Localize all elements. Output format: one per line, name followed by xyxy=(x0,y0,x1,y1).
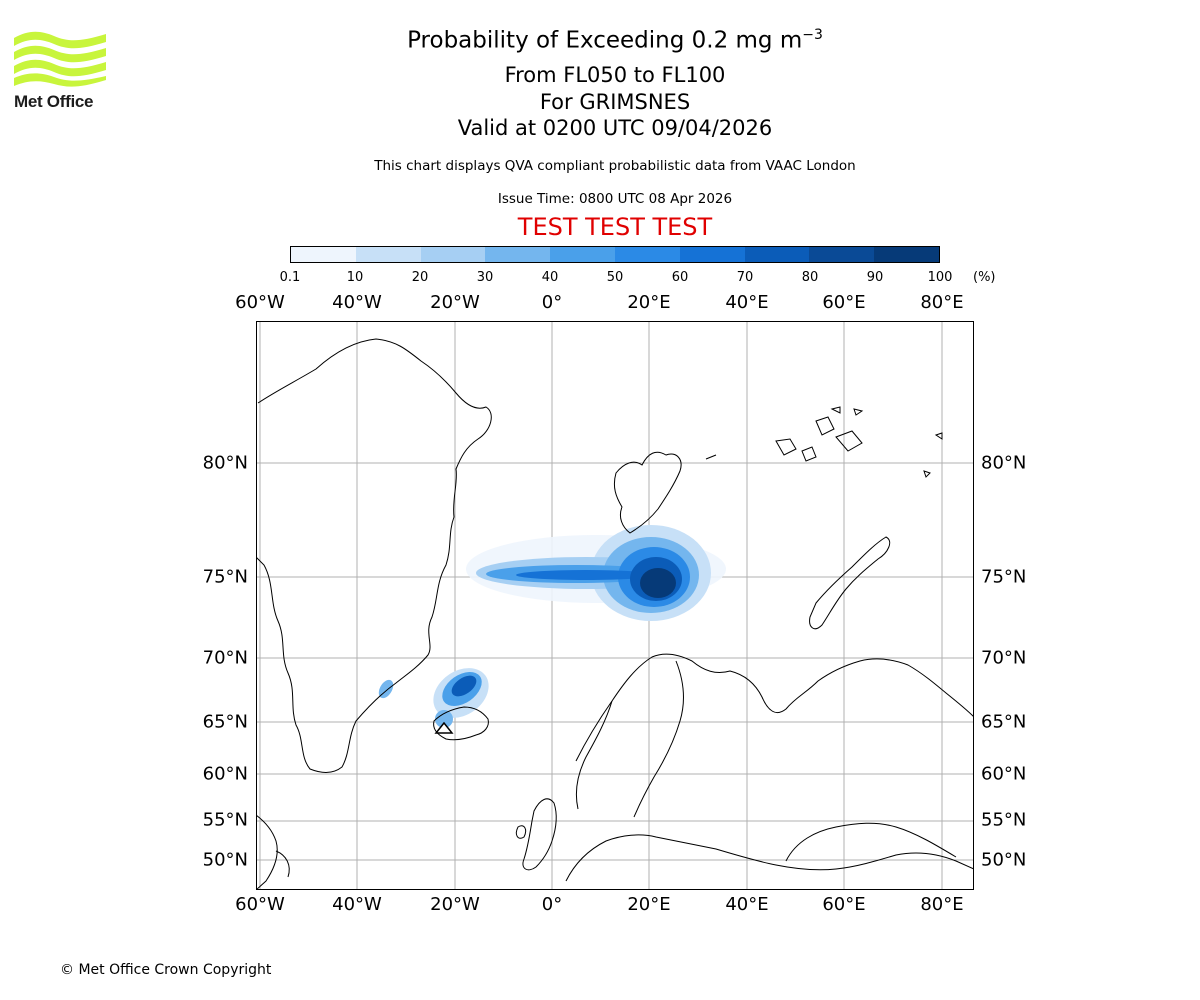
longitude-tick: 60°W xyxy=(235,292,285,313)
colorbar-label: 70 xyxy=(736,270,754,285)
colorbar-segment xyxy=(550,247,615,262)
longitude-tick: 80°E xyxy=(920,894,964,915)
longitude-tick: 20°E xyxy=(627,894,671,915)
longitude-tick: 20°W xyxy=(430,894,480,915)
colorbar-segment xyxy=(355,247,421,262)
colorbar-label: 60 xyxy=(671,270,689,285)
chart-title: Probability of Exceeding 0.2 mg m−3 xyxy=(300,27,930,54)
longitude-tick: 60°W xyxy=(235,894,285,915)
colorbar-label: 0.1 xyxy=(279,270,301,285)
colorbar-unit: (%) xyxy=(973,270,996,285)
latitude-tick: 50°N xyxy=(202,849,248,871)
colorbar-label: 30 xyxy=(476,270,494,285)
colorbar-label: 50 xyxy=(606,270,624,285)
copyright: © Met Office Crown Copyright xyxy=(60,962,272,978)
latitude-tick: 70°N xyxy=(202,647,248,669)
latitude-tick: 65°N xyxy=(202,711,248,733)
colorbar-segment xyxy=(291,247,356,262)
ash-probability-plume xyxy=(378,525,726,728)
colorbar-segment xyxy=(809,247,875,262)
longitude-tick: 40°E xyxy=(725,292,769,313)
title-main: Probability of Exceeding 0.2 mg m xyxy=(407,27,803,54)
latitude-tick: 80°N xyxy=(981,452,1027,474)
colorbar-segment xyxy=(485,247,551,262)
colorbar-label: 10 xyxy=(346,270,364,285)
latitude-tick: 65°N xyxy=(981,711,1027,733)
longitude-tick: 40°W xyxy=(332,292,382,313)
longitude-tick: 80°E xyxy=(920,292,964,313)
colorbar-segment xyxy=(420,247,486,262)
flight-levels: From FL050 to FL100 xyxy=(504,63,726,87)
longitude-tick: 40°W xyxy=(332,894,382,915)
description: This chart displays QVA compliant probab… xyxy=(374,158,856,174)
longitude-tick: 60°E xyxy=(822,894,866,915)
latitude-tick: 70°N xyxy=(981,647,1027,669)
longitude-tick: 60°E xyxy=(822,292,866,313)
valid-time: Valid at 0200 UTC 09/04/2026 xyxy=(457,116,773,140)
title-superscript: −3 xyxy=(802,27,823,43)
colorbar-label: 90 xyxy=(866,270,884,285)
latitude-tick: 60°N xyxy=(981,763,1027,785)
coastlines xyxy=(256,338,974,890)
colorbar-segment xyxy=(614,247,680,262)
colorbar-segment xyxy=(679,247,745,262)
test-banner: TEST TEST TEST xyxy=(517,213,713,241)
logo-text: Met Office xyxy=(14,92,94,111)
map-panel xyxy=(256,321,974,890)
triangle-marker xyxy=(434,721,454,734)
latitude-tick: 50°N xyxy=(981,849,1027,871)
colorbar xyxy=(290,246,940,263)
longitude-tick: 0° xyxy=(541,292,563,313)
latitude-tick: 75°N xyxy=(981,566,1027,588)
latitude-tick: 80°N xyxy=(202,452,248,474)
longitude-tick: 0° xyxy=(541,894,563,915)
colorbar-label: 20 xyxy=(411,270,429,285)
colorbar-segment xyxy=(744,247,810,262)
logo-waves-icon xyxy=(14,31,106,87)
latitude-tick: 75°N xyxy=(202,566,248,588)
colorbar-label: 80 xyxy=(801,270,819,285)
colorbar-label: 40 xyxy=(541,270,559,285)
colorbar-label: 100 xyxy=(927,270,953,285)
latitude-tick: 55°N xyxy=(202,809,248,831)
longitude-tick: 40°E xyxy=(725,894,769,915)
location: For GRIMSNES xyxy=(539,90,691,114)
issue-time: Issue Time: 0800 UTC 08 Apr 2026 xyxy=(497,191,733,207)
longitude-tick: 20°E xyxy=(627,292,671,313)
colorbar-segment xyxy=(874,247,939,262)
longitude-tick: 20°W xyxy=(430,292,480,313)
latitude-tick: 55°N xyxy=(981,809,1027,831)
latitude-tick: 60°N xyxy=(202,763,248,785)
map-frame xyxy=(256,321,974,890)
met-office-logo: Met Office xyxy=(14,30,114,112)
